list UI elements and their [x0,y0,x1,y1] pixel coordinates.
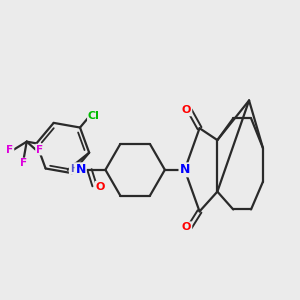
Text: O: O [96,182,105,192]
Text: N: N [179,163,190,176]
Text: F: F [36,145,43,154]
Text: Cl: Cl [88,111,100,121]
Text: N: N [76,163,86,176]
Text: H: H [70,164,78,174]
Text: O: O [182,222,191,232]
Text: F: F [20,158,27,168]
Text: O: O [182,105,191,116]
Text: F: F [6,145,14,154]
